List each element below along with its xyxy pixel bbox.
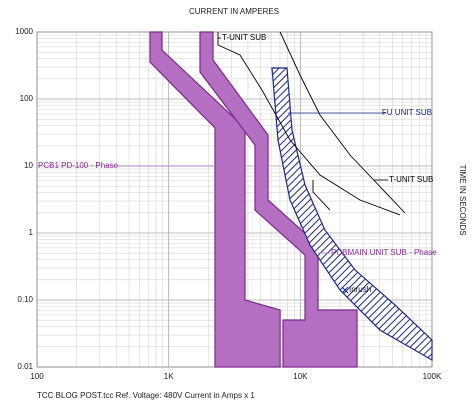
band: [199, 31, 358, 368]
x-tick-label: 1K: [164, 372, 174, 381]
y-axis-label: TIME IN SECONDS: [458, 164, 467, 235]
x-tick-label: 100K: [423, 372, 442, 381]
curve-label: T-UNIT SUB: [222, 33, 266, 42]
y-tick-label: 1000: [15, 27, 33, 36]
hatched-band: [271, 67, 433, 362]
curve-label: PCBMAIN UNIT SUB - Phase: [331, 248, 437, 257]
y-tick-label: 0.01: [17, 362, 33, 371]
curve-label: T-UNIT SUB: [389, 175, 433, 184]
curve-label: FU UNIT SUB: [382, 108, 432, 117]
curve: [217, 32, 401, 216]
band: [149, 31, 281, 368]
x-tick-label: 10K: [293, 372, 308, 381]
footer: TCC BLOG POST.tcc Ref. Voltage: 480V Cur…: [37, 391, 255, 400]
y-tick-label: 10: [24, 161, 33, 170]
y-tick-label: 0.10: [17, 295, 33, 304]
annotation-marker: [341, 286, 349, 294]
y-tick-label: 1: [29, 228, 34, 237]
x-tick-label: 100: [30, 372, 44, 381]
chart-title: CURRENT IN AMPERES: [189, 7, 279, 16]
y-tick-label: 100: [20, 94, 34, 103]
curve: [279, 31, 406, 214]
annotation-label: Inrush: [349, 285, 371, 294]
curve-label: PCB1 PD-100 - Phase: [38, 161, 119, 170]
